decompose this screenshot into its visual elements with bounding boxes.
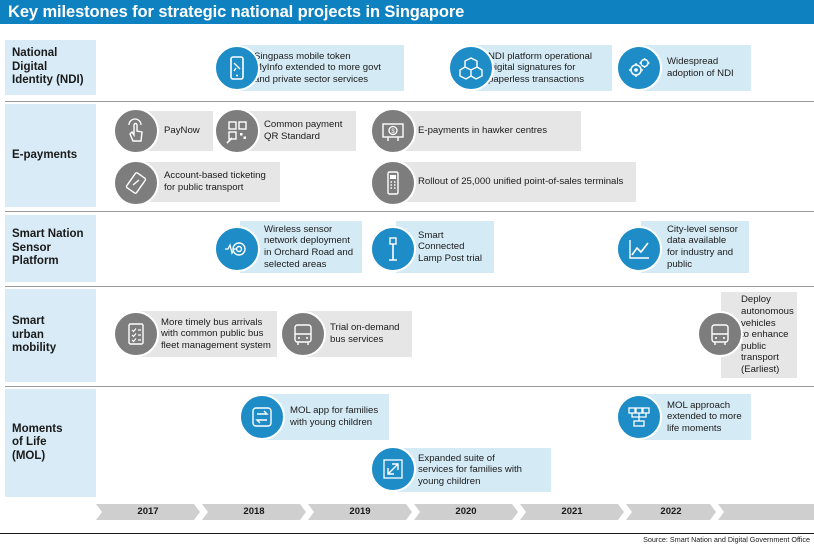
transit-card-icon: [113, 160, 159, 206]
year-label: 2021: [561, 506, 583, 517]
row-separator: [5, 286, 814, 287]
row-separator: [5, 211, 814, 212]
milestone-text: Digital signatures for paperless transac…: [488, 62, 584, 85]
milestone-bus-arrivals: More timely bus arrivals with common pub…: [137, 311, 277, 357]
row-label-sensor-platform: Smart Nation Sensor Platform: [5, 215, 96, 282]
row-label-moments-of-life: Moments of Life (MOL): [5, 389, 96, 497]
row-label-epayments: E-payments: [5, 104, 96, 207]
year-label: 2017: [137, 506, 159, 517]
line-chart-icon: [616, 226, 662, 272]
autonomous-bus-icon: [697, 311, 743, 357]
year-timeline: 2017 2018 2019 2020 2021 2022: [96, 504, 814, 520]
chart-title: Key milestones for strategic national pr…: [0, 0, 814, 24]
year-label: 2019: [349, 506, 371, 517]
year-chip: 2020: [414, 504, 518, 520]
source-note: Source: Smart Nation and Digital Governm…: [643, 535, 810, 544]
row-separator: [5, 386, 814, 387]
payment-terminal-icon: $: [370, 108, 416, 154]
bottom-rule: [0, 533, 814, 534]
expand-arrows-icon: [370, 446, 416, 492]
milestone-qr-standard: Common payment QR Standard: [240, 111, 356, 151]
row-separator: [5, 101, 814, 102]
year-label: 2020: [455, 506, 477, 517]
year-chip-tail: [718, 504, 814, 520]
milestone-ndi-2019: Singpass mobile token MyInfo extended to…: [240, 45, 404, 91]
lamp-post-icon: [370, 226, 416, 272]
mobile-phone-icon: [214, 45, 260, 91]
svg-text:$: $: [391, 129, 395, 135]
app-exchange-icon: [239, 394, 285, 440]
year-chip: 2019: [308, 504, 412, 520]
year-chip: 2022: [626, 504, 716, 520]
row-label-ndi: National Digital Identity (NDI): [5, 40, 96, 95]
network-hierarchy-icon: [616, 394, 662, 440]
hand-tap-icon: [113, 108, 159, 154]
pos-terminal-icon: [370, 160, 416, 206]
qr-code-icon: [214, 108, 260, 154]
milestone-text: MyInfo extended to more govt and private…: [254, 62, 381, 85]
checklist-icon: [113, 311, 159, 357]
milestone-text: Singpass mobile token: [254, 50, 351, 62]
milestone-autonomous-vehicles: Deploy autonomous vehicles to enhance pu…: [721, 292, 797, 378]
milestone-ndi-2021: NDI platform operational Digital signatu…: [474, 45, 612, 91]
row-label-urban-mobility: Smart urban mobility: [5, 289, 96, 382]
bus-icon: [280, 311, 326, 357]
milestone-text: NDI platform operational: [488, 50, 592, 62]
milestone-wireless-sensor: Wireless sensor network deployment in Or…: [240, 221, 362, 273]
year-chip: 2017: [96, 504, 200, 520]
cubes-icon: [448, 45, 494, 91]
gears-icon: [616, 45, 662, 91]
year-label: 2018: [243, 506, 265, 517]
milestone-pos-rollout: Rollout of 25,000 unified point-of-sales…: [396, 162, 636, 202]
milestone-hawker-epayments: E-payments in hawker centres: [396, 111, 581, 151]
sensor-signal-icon: [214, 226, 260, 272]
year-label: 2022: [660, 506, 682, 517]
milestone-account-ticketing: Account-based ticketing for public trans…: [138, 162, 280, 202]
milestone-mol-expanded: Expanded suite of services for families …: [396, 448, 551, 492]
year-chip: 2018: [202, 504, 306, 520]
year-chip: 2021: [520, 504, 624, 520]
